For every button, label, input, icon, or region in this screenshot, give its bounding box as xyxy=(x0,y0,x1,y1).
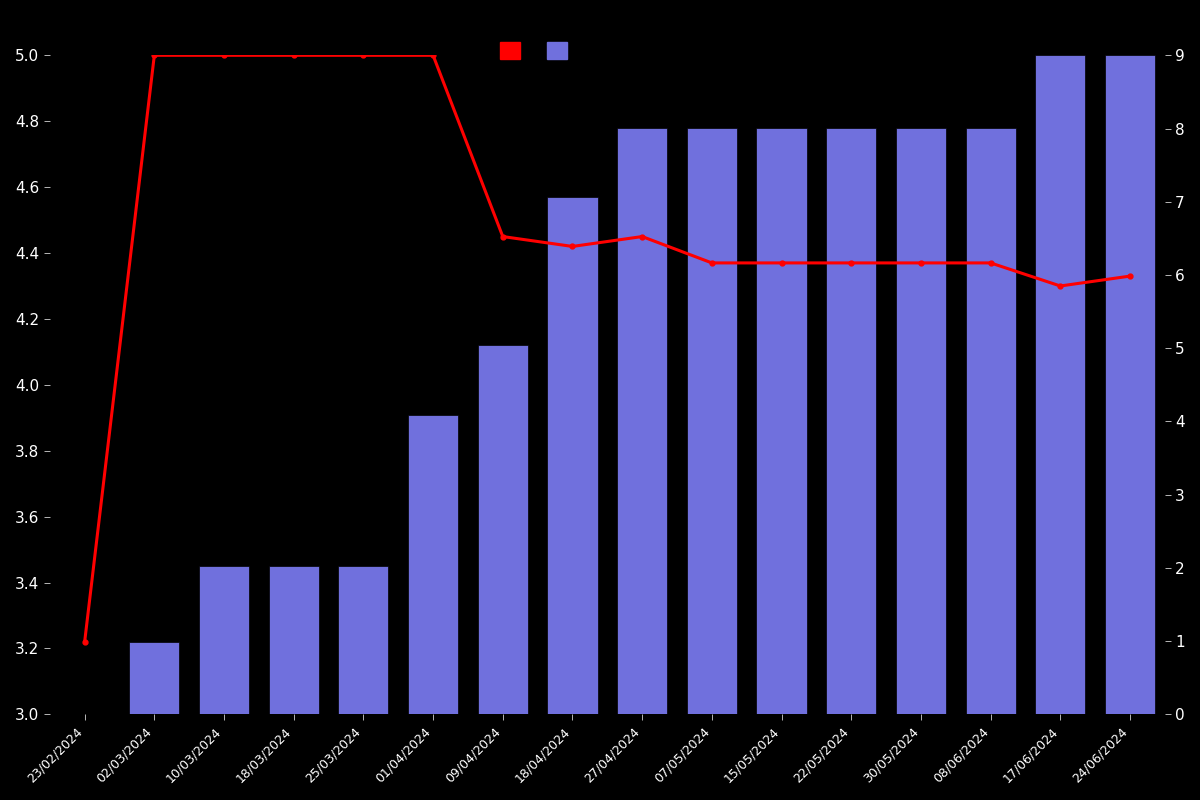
Bar xyxy=(896,128,946,714)
Bar xyxy=(1105,55,1156,714)
Bar xyxy=(1036,55,1085,714)
Bar xyxy=(966,128,1015,714)
Bar xyxy=(478,346,528,714)
Bar xyxy=(826,128,876,714)
Bar xyxy=(338,566,389,714)
Bar xyxy=(756,128,806,714)
Bar xyxy=(130,642,180,714)
Bar xyxy=(408,414,458,714)
Bar xyxy=(547,197,598,714)
Bar xyxy=(199,566,250,714)
Legend: , : , xyxy=(496,38,586,66)
Bar xyxy=(686,128,737,714)
Bar xyxy=(617,128,667,714)
Bar xyxy=(269,566,319,714)
